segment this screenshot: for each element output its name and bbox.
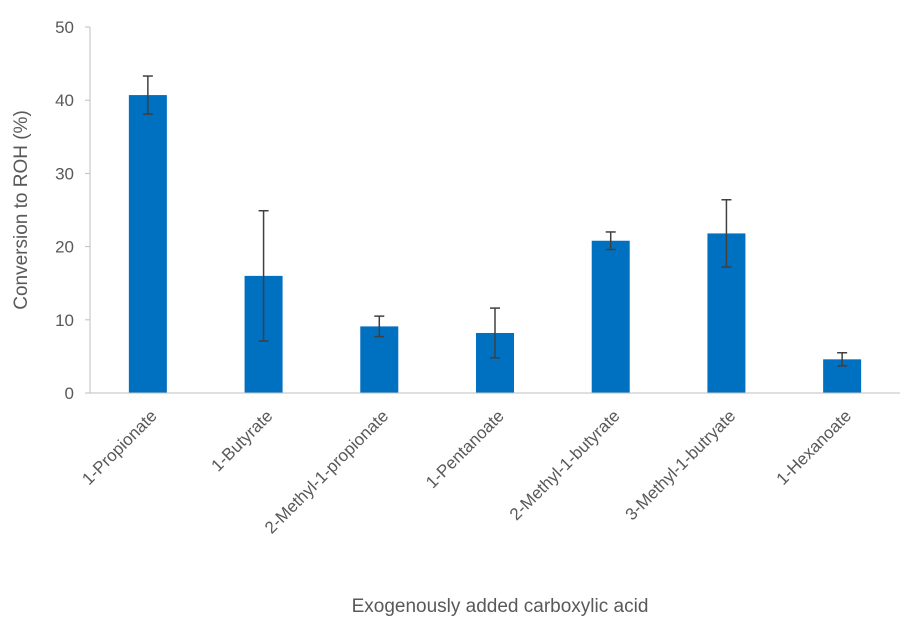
x-axis-title: Exogenously added carboxylic acid (352, 596, 649, 617)
error-bar (837, 351, 848, 367)
error-bar (490, 307, 500, 359)
y-tick-label: 40 (55, 91, 74, 110)
x-category-label: 1-Pentanoate (422, 406, 508, 492)
y-tick-label: 0 (65, 384, 74, 403)
error-bar (605, 231, 616, 251)
error-bar (721, 199, 732, 268)
x-category-label: 1-Propionate (78, 406, 160, 488)
y-axis-ticks: 0 10 20 30 40 50 (55, 18, 90, 403)
error-bar (374, 315, 385, 338)
y-axis-title: Conversion to ROH (%) (11, 110, 32, 310)
error-bar (258, 209, 269, 342)
bar (591, 240, 630, 393)
x-category-label: 1-Hexanoate (773, 406, 855, 488)
x-category-label: 1-Butyrate (208, 406, 277, 475)
error-bar (142, 75, 153, 115)
bar (360, 326, 399, 393)
y-tick-label: 30 (55, 164, 74, 183)
x-category-label: 2-Methyl-1-butyrate (506, 406, 624, 524)
y-tick-label: 10 (55, 311, 74, 330)
x-axis-category-labels: 1-Propionate 1-Butyrate2-Methyl-1-propion… (78, 406, 855, 537)
y-tick-label: 20 (55, 238, 74, 257)
x-category-label: 2-Methyl-1-propionate (261, 406, 392, 537)
x-category-label: 3-Methyl-1-butryate (622, 406, 740, 524)
bar (128, 95, 167, 394)
error-bars (142, 75, 848, 367)
y-tick-label: 50 (55, 18, 74, 37)
